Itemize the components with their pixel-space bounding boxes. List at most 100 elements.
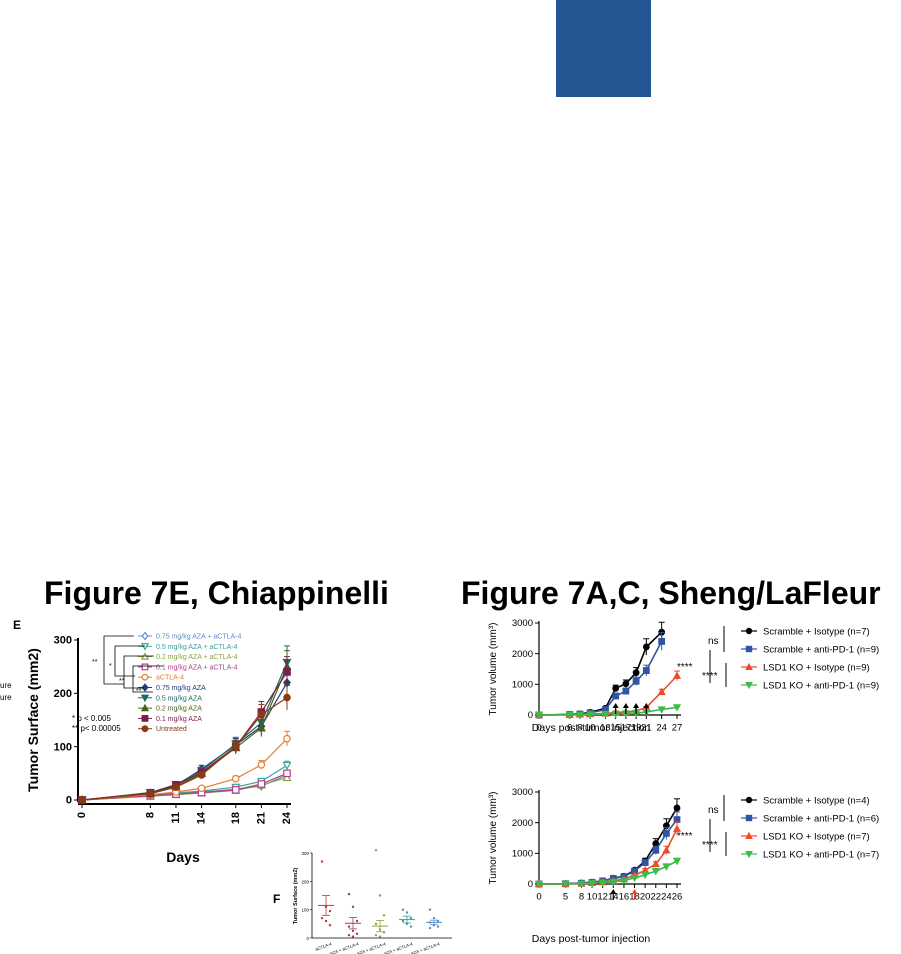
data-point (231, 774, 240, 783)
data-point (561, 880, 570, 889)
legend-label: LSD1 KO + Isotype (n=7) (763, 832, 870, 843)
legend-label: Scramble + Isotype (n=4) (763, 796, 870, 807)
x-tick-label: 0 (536, 892, 541, 903)
series-line (538, 641, 663, 716)
x-tick-label: 17 (621, 723, 632, 734)
y-tick-label: 0 (528, 710, 533, 721)
legend-marker (745, 796, 753, 804)
data-point (282, 761, 292, 771)
scatter-point (382, 914, 386, 917)
data-point (612, 692, 620, 700)
data-point (672, 857, 682, 866)
y-tick-label: 0 (306, 936, 309, 941)
x-tick-label: 21 (641, 723, 652, 734)
y-tick-label: 300 (301, 851, 309, 856)
y-tick-label: 200 (301, 879, 309, 884)
bracket (103, 635, 134, 685)
data-point (231, 786, 240, 794)
data-point (257, 710, 266, 719)
x-tick-label: 21 (255, 812, 267, 824)
y-axis-label: Tumor volume (mm³) (488, 623, 499, 716)
scatter-point (409, 925, 413, 928)
data-point (630, 874, 639, 883)
x-tick-label: 19 (631, 723, 642, 734)
bracket (114, 645, 145, 677)
x-tick-label: 6 (567, 723, 572, 734)
x-tick-label: 18 (230, 812, 242, 824)
legend-label: Scramble + Isotype (n=7) (763, 627, 870, 638)
x-tick-label: 8 (577, 723, 582, 734)
data-point (197, 784, 206, 793)
legend-marker (140, 643, 150, 651)
scatter-point (378, 935, 382, 938)
data-point (256, 723, 266, 732)
legend-label: 0.75 mg/kg AZA + aCTLA-4 (156, 634, 242, 641)
legend-marker (140, 703, 150, 712)
data-point (652, 840, 660, 847)
legend-e: 0.75 mg/kg AZA + aCTLA-4 0.5 mg/kg AZA + … (138, 631, 242, 733)
significance-7A: ns **** **** (677, 626, 727, 687)
data-point (672, 704, 682, 712)
treatment-arrows (610, 889, 638, 900)
y-tick-label: 0 (528, 879, 533, 890)
scatter-point (351, 905, 355, 909)
scatter-point (347, 925, 351, 928)
panel-label-f: F (273, 892, 280, 906)
data-point (622, 680, 630, 688)
data-point (601, 710, 610, 719)
legend-marker (745, 645, 753, 653)
legend-label: LSD1 KO + Isotype (n=9) (763, 663, 870, 674)
legend-marker (745, 662, 753, 670)
x-tick-label: 24 (661, 892, 672, 903)
data-point (657, 687, 666, 696)
legend-label: Untreated (156, 726, 187, 733)
y-tick-label: 100 (301, 908, 309, 913)
data-point (662, 829, 670, 837)
legend-marker (141, 663, 149, 671)
x-axis-label: Days (166, 849, 200, 865)
x-tick-label: 16 (619, 892, 630, 903)
data-point (146, 789, 155, 798)
scatter-point (355, 919, 359, 923)
y-tick-label: 100 (54, 741, 72, 753)
sig-label: **** (677, 831, 693, 842)
legend-marker (745, 851, 753, 859)
x-tick-label: 14 (196, 811, 208, 824)
panel-label-e: E (13, 618, 21, 632)
significance-brackets: ******* (92, 635, 163, 695)
x-tick-label: 12 (597, 892, 608, 903)
side-fragment-text: ure (0, 693, 12, 702)
legend-label: 0.1 mg/kg AZA + aCTLA-4 (156, 664, 238, 671)
data-point (172, 783, 180, 792)
scatter-point (432, 916, 436, 920)
data-point (642, 667, 650, 674)
y-tick-label: 0 (66, 795, 72, 807)
x-tick-label: 10 (585, 723, 596, 734)
data-point (632, 677, 640, 685)
arrow-head (610, 889, 617, 894)
y-tick-label: 2000 (512, 818, 533, 829)
x-axis-label: Days post-tumor injection (532, 722, 651, 734)
scatter-point (347, 892, 351, 896)
data-point (598, 879, 607, 887)
series-line (81, 738, 288, 801)
data-point (534, 711, 544, 720)
legend-label: 0.5 mg/kg AZA + aCTLA-4 (156, 644, 238, 651)
legend-marker (141, 683, 149, 692)
scatter-point (324, 919, 328, 923)
series-line (538, 828, 678, 885)
x-axis-label: Days post-tumor injection (532, 933, 651, 945)
data-point (672, 824, 682, 832)
arrow-head (643, 703, 650, 708)
x-tick-label: 10 (587, 892, 598, 903)
treatment-arrows (612, 703, 650, 714)
legend-label: 0.2 mg/kg AZA + aCTLA-4 (156, 654, 238, 661)
x-tick-label: 24 (281, 811, 293, 824)
data-point (283, 668, 291, 676)
scatter-point (405, 911, 409, 914)
legend-label: aCTLA-4 (156, 675, 184, 682)
data-point (651, 859, 660, 868)
scatter-point (328, 924, 332, 927)
